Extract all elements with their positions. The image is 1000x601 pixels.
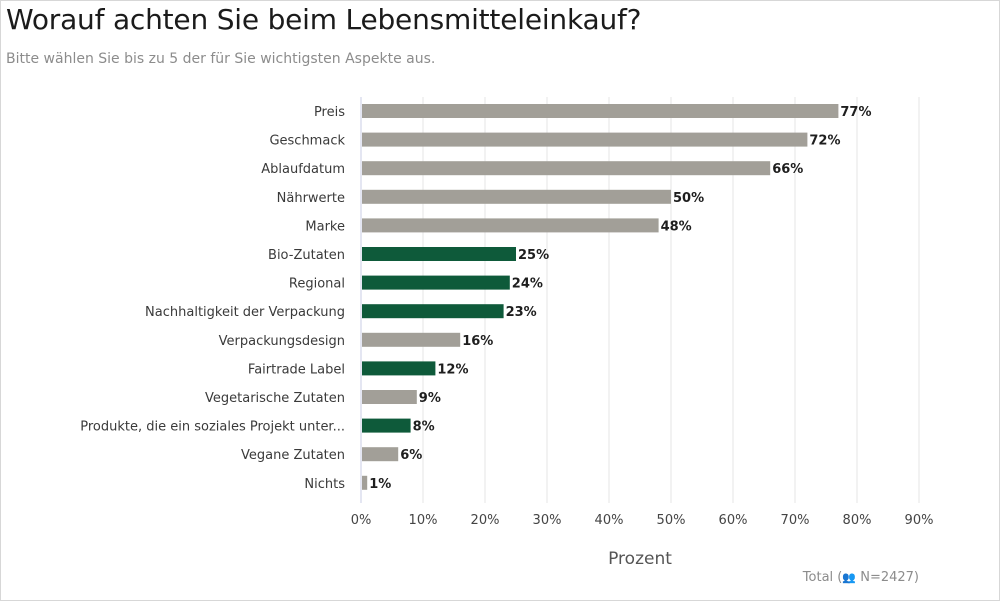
x-tick-label-20: 20% bbox=[471, 513, 500, 528]
value-label-8: 23% bbox=[506, 305, 537, 320]
category-label-7: Regional bbox=[289, 277, 345, 292]
value-label-14: 1% bbox=[369, 477, 391, 492]
value-label-13: 6% bbox=[400, 448, 422, 463]
bar-12[interactable] bbox=[362, 418, 411, 433]
category-label-1: Preis bbox=[314, 105, 345, 120]
category-label-5: Marke bbox=[305, 219, 345, 234]
category-labels: Preis Geschmack Ablaufdatum Nährwerte Marke B… bbox=[80, 105, 345, 492]
x-tick-label-60: 60% bbox=[719, 513, 748, 528]
x-tick-label-50: 50% bbox=[657, 513, 686, 528]
footer-suffix: ) bbox=[913, 570, 919, 585]
x-tick-labels: 0% 10% 20% 30% 40% 50% 60% 70% 80% 90% bbox=[351, 513, 934, 528]
value-labels: 77%72% 66% 50% 48% 25% 24% 23% 16% 12% 9% 8% 6% 1% bbox=[369, 105, 871, 492]
category-label-12: Produkte, die ein soziales Projekt unter… bbox=[80, 420, 345, 435]
category-label-10: Fairtrade Label bbox=[248, 362, 345, 377]
bar-6[interactable] bbox=[362, 247, 516, 261]
x-tick-label-40: 40% bbox=[595, 513, 624, 528]
value-label-9: 16% bbox=[462, 334, 493, 349]
value-label-2: 72% bbox=[809, 134, 840, 149]
bar-7[interactable] bbox=[362, 275, 510, 290]
value-label-3: 66% bbox=[772, 162, 803, 177]
category-label-11: Vegetarische Zutaten bbox=[205, 391, 345, 406]
value-label-6: 25% bbox=[518, 248, 549, 263]
category-label-2: Geschmack bbox=[269, 134, 345, 149]
value-label-10: 12% bbox=[437, 362, 468, 377]
x-tick-label-80: 80% bbox=[843, 513, 872, 528]
value-label-4: 50% bbox=[673, 191, 704, 206]
bar-8[interactable] bbox=[362, 304, 504, 319]
bar-1[interactable] bbox=[362, 104, 839, 118]
footer-prefix: Total ( bbox=[802, 570, 843, 585]
category-label-13: Vegane Zutaten bbox=[241, 448, 345, 463]
x-tick-label-70: 70% bbox=[781, 513, 810, 528]
bar-10[interactable] bbox=[362, 361, 436, 376]
bar-9[interactable] bbox=[362, 332, 461, 347]
bar-5[interactable] bbox=[362, 218, 659, 233]
x-axis-title: Prozent bbox=[608, 549, 672, 569]
value-label-1: 77% bbox=[840, 105, 871, 120]
category-label-3: Ablaufdatum bbox=[261, 162, 345, 177]
bars bbox=[362, 104, 839, 490]
value-label-12: 8% bbox=[413, 420, 435, 435]
sample-size-footer: Total (👥 N=2427) bbox=[803, 570, 919, 585]
chart-title: Worauf achten Sie beim Lebensmitteleinka… bbox=[6, 3, 642, 36]
category-label-9: Verpackungsdesign bbox=[219, 334, 345, 349]
value-label-5: 48% bbox=[661, 219, 692, 234]
chart-subtitle: Bitte wählen Sie bis zu 5 der für Sie wi… bbox=[6, 51, 436, 67]
x-tick-label-0: 0% bbox=[351, 513, 372, 528]
category-label-6: Bio-Zutaten bbox=[268, 248, 345, 263]
bar-2[interactable] bbox=[362, 132, 808, 147]
sample-size: N=2427 bbox=[860, 570, 914, 585]
value-label-11: 9% bbox=[419, 391, 441, 406]
bar-11[interactable] bbox=[362, 390, 417, 404]
category-label-4: Nährwerte bbox=[277, 191, 345, 206]
x-tick-label-10: 10% bbox=[409, 513, 438, 528]
bar-13[interactable] bbox=[362, 447, 399, 462]
value-label-7: 24% bbox=[512, 277, 543, 292]
people-icon: 👥 bbox=[842, 571, 857, 584]
bar-4[interactable] bbox=[362, 189, 671, 204]
category-label-8: Nachhaltigkeit der Verpackung bbox=[145, 305, 345, 320]
bar-14[interactable] bbox=[362, 475, 368, 490]
bar-3[interactable] bbox=[362, 161, 771, 176]
x-tick-label-90: 90% bbox=[905, 513, 934, 528]
category-label-14: Nichts bbox=[304, 477, 345, 492]
grid-lines bbox=[422, 97, 920, 503]
x-tick-label-30: 30% bbox=[533, 513, 562, 528]
